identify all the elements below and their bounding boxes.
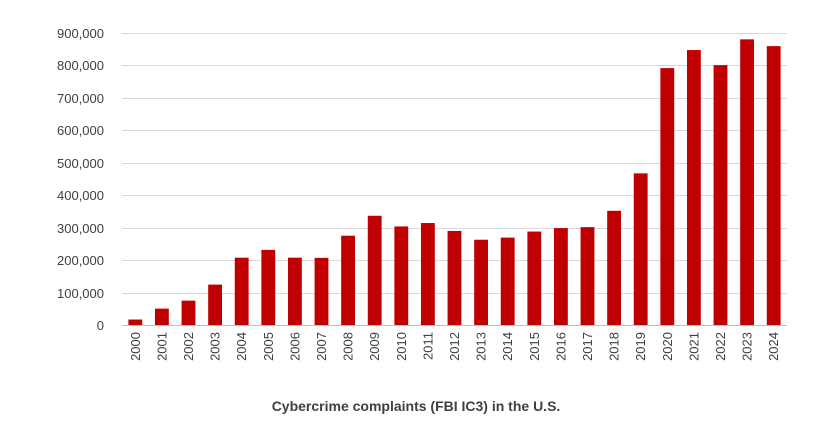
x-tick-label: 2000 — [128, 332, 143, 361]
x-tick-label: 2017 — [580, 332, 595, 361]
bar-2004 — [234, 257, 249, 325]
x-tick-label: 2004 — [234, 332, 249, 361]
bars — [128, 39, 781, 326]
x-tick-label: 2012 — [447, 332, 462, 361]
x-tick-label: 2002 — [181, 332, 196, 361]
x-tick-label: 2018 — [607, 332, 622, 361]
gridlines — [122, 33, 787, 326]
x-tick-label: 2015 — [527, 332, 542, 361]
bar-2014 — [500, 237, 515, 325]
x-tick-label: 2013 — [474, 332, 489, 361]
y-tick-label: 100,000 — [57, 286, 104, 301]
x-tick-label: 2024 — [766, 332, 781, 361]
chart-title: Cybercrime complaints (FBI IC3) in the U… — [271, 398, 561, 414]
bar-2002 — [181, 300, 196, 325]
y-tick-label: 600,000 — [57, 123, 104, 138]
y-tick-label: 400,000 — [57, 188, 104, 203]
bar-2009 — [367, 215, 382, 325]
bar-2023 — [740, 39, 755, 325]
y-tick-label: 0 — [97, 318, 104, 333]
x-tick-label: 2014 — [500, 332, 515, 361]
bar-2015 — [527, 231, 542, 325]
x-axis-tick-labels: 2000 2001 2002 2003 2004 2005 2006 2007 2008 2009… — [128, 332, 781, 361]
x-tick-label: 2001 — [154, 332, 169, 361]
bar-2005 — [261, 249, 276, 325]
x-tick-label: 2023 — [740, 332, 755, 361]
x-tick-label: 2019 — [633, 332, 648, 361]
bar-2003 — [208, 284, 223, 325]
bar-2000 — [128, 319, 143, 325]
x-tick-label: 2021 — [686, 332, 701, 361]
bar-2020 — [660, 68, 675, 326]
y-tick-label: 900,000 — [57, 26, 104, 41]
x-tick-label: 2020 — [660, 332, 675, 361]
bar-2024 — [766, 46, 781, 325]
bar-2018 — [607, 210, 622, 325]
bar-2013 — [474, 239, 489, 325]
bar-2016 — [553, 228, 568, 325]
y-tick-label: 500,000 — [57, 156, 104, 171]
bar-2010 — [394, 226, 409, 325]
x-tick-label: 2016 — [553, 332, 568, 361]
x-tick-label: 2006 — [287, 332, 302, 361]
y-tick-label: 800,000 — [57, 58, 104, 73]
bar-2011 — [420, 223, 435, 325]
bar-2017 — [580, 227, 595, 325]
bar-2008 — [341, 235, 356, 325]
x-tick-label: 2008 — [341, 332, 356, 361]
x-tick-label: 2011 — [420, 332, 435, 360]
x-tick-label: 2007 — [314, 332, 329, 361]
x-tick-label: 2022 — [713, 332, 728, 361]
bar-2007 — [314, 257, 329, 325]
bar-2019 — [633, 173, 648, 325]
x-tick-label: 2009 — [367, 332, 382, 361]
x-tick-label: 2010 — [394, 332, 409, 361]
x-tick-label: 2003 — [208, 332, 223, 361]
bar-2022 — [713, 65, 728, 325]
y-tick-label: 200,000 — [57, 253, 104, 268]
bar-2012 — [447, 230, 462, 325]
y-axis-tick-labels: 0 100,000 200,000 300,000 400,000 500,000 600,… — [57, 26, 104, 333]
bar-2006 — [287, 257, 302, 325]
bar-2021 — [686, 50, 701, 325]
y-tick-label: 700,000 — [57, 91, 104, 106]
y-tick-label: 300,000 — [57, 221, 104, 236]
x-tick-label: 2005 — [261, 332, 276, 361]
bar-2001 — [154, 308, 169, 325]
